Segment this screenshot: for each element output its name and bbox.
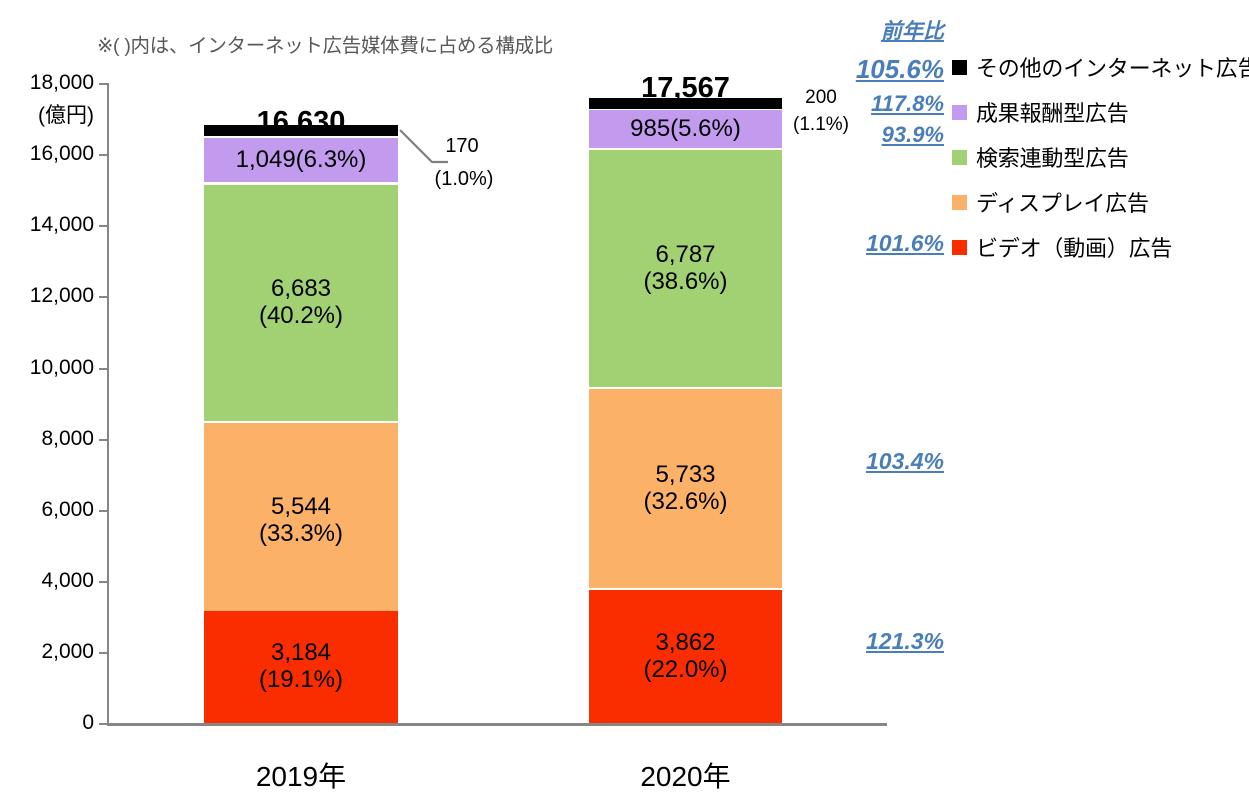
y-tick-label: 16,000 — [29, 142, 94, 165]
segment-share: (32.6%) — [643, 487, 728, 515]
callout-2020-other-value: 200 — [805, 87, 837, 108]
bar-segment-2020-video: 3,862 (22.0%) — [589, 590, 782, 723]
segment-value: 3,184 — [270, 639, 332, 667]
bar-total-2019: 16,630 — [256, 106, 346, 138]
bar-segment-2019-other — [204, 125, 398, 136]
segment-value: 5,733 — [655, 460, 716, 488]
yoy-display: 103.4% — [865, 448, 944, 474]
y-axis-line — [107, 83, 109, 725]
y-tick-label: 10,000 — [29, 356, 94, 379]
y-tick-label: 12,000 — [29, 284, 94, 307]
y-tick-label: 0 — [82, 711, 94, 734]
yoy-total: 105.6% — [855, 54, 944, 84]
legend-item-video[interactable]: ビデオ（動画）広告 — [952, 232, 1249, 262]
y-tick — [99, 439, 108, 441]
y-tick — [99, 296, 108, 298]
legend-label-video: ビデオ（動画）広告 — [976, 236, 1173, 261]
yoy-other: 117.8% — [871, 91, 944, 116]
callout-2020-other-share: (1.1%) — [793, 114, 849, 135]
legend-item-display[interactable]: ディスプレイ広告 — [952, 187, 1249, 217]
yoy-column-header: 前年比 — [881, 20, 944, 43]
legend-item-search[interactable]: 検索連動型広告 — [952, 142, 1249, 172]
y-tick-label: 8,000 — [41, 427, 94, 450]
y-tick — [99, 225, 108, 227]
y-tick — [99, 723, 108, 725]
legend-swatch-video-icon — [952, 239, 967, 255]
y-tick — [99, 510, 108, 512]
callout-leader-line-2019 — [399, 129, 448, 164]
legend-swatch-performance-icon — [952, 104, 967, 120]
y-tick — [99, 652, 108, 654]
legend-item-other[interactable]: その他のインターネット広告 — [952, 52, 1249, 82]
callout-2019-other-share: (1.0%) — [434, 168, 494, 190]
segment-value: 3,862 — [655, 628, 716, 656]
segment-label: 985(5.6%) — [630, 114, 741, 142]
legend-swatch-search-icon — [952, 149, 967, 165]
y-tick-label: 14,000 — [29, 213, 94, 236]
y-tick-label: 6,000 — [41, 498, 94, 521]
legend-label-display: ディスプレイ広告 — [976, 191, 1149, 216]
y-tick-label: 4,000 — [41, 569, 94, 592]
x-axis-label-2020: 2020年 — [640, 761, 731, 792]
legend-swatch-display-icon — [952, 194, 967, 210]
legend-label-search: 検索連動型広告 — [976, 146, 1129, 171]
y-tick-label: 18,000 — [29, 71, 94, 94]
segment-value: 6,683 — [270, 275, 332, 303]
x-axis-line — [107, 723, 887, 726]
bar-segment-2020-display: 5,733 (32.6%) — [589, 389, 782, 588]
yoy-performance: 93.9% — [881, 122, 944, 147]
legend-swatch-other-icon — [952, 59, 967, 75]
segment-share: (22.0%) — [643, 655, 728, 683]
bar-segment-2019-search: 6,683 (40.2%) — [204, 185, 398, 421]
segment-share: (38.6%) — [643, 267, 728, 295]
y-tick-label: 2,000 — [41, 640, 94, 663]
yoy-search: 101.6% — [865, 230, 944, 256]
legend-label-performance: 成果報酬型広告 — [976, 101, 1129, 126]
segment-share: (33.3%) — [258, 520, 344, 547]
y-tick — [99, 154, 108, 156]
segment-label: 1,049(6.3%) — [235, 145, 367, 173]
bar-segment-2020-performance: 985(5.6%) — [589, 110, 782, 148]
x-axis-label-2019: 2019年 — [255, 761, 347, 792]
legend-item-performance[interactable]: 成果報酬型広告 — [952, 97, 1249, 127]
y-axis-unit: (億円) — [38, 104, 94, 127]
callout-2019-other-value: 170 — [445, 135, 479, 157]
y-tick — [99, 368, 108, 370]
bar-segment-2020-search: 6,787 (38.6%) — [589, 150, 782, 387]
bar-segment-2019-video: 3,184 (19.1%) — [204, 611, 398, 723]
yoy-video: 121.3% — [865, 628, 944, 654]
segment-value: 5,544 — [270, 493, 332, 521]
segment-value: 6,787 — [655, 240, 716, 268]
bar-total-2020: 17,567 — [641, 72, 730, 104]
bar-segment-2020-other — [589, 98, 782, 109]
bar-segment-2019-performance: 1,049(6.3%) — [204, 138, 398, 182]
y-tick — [99, 581, 108, 583]
bar-segment-2019-display: 5,544 (33.3%) — [204, 423, 398, 619]
chart-legend: その他のインターネット広告 成果報酬型広告 検索連動型広告 ディスプレイ広告 ビ… — [952, 52, 1249, 262]
chart-note: ※( )内は、インターネット広告媒体費に占める構成比 — [97, 35, 553, 57]
legend-label-other: その他のインターネット広告 — [976, 56, 1249, 81]
y-tick — [99, 83, 108, 85]
segment-share: (19.1%) — [258, 666, 344, 693]
segment-share: (40.2%) — [258, 302, 344, 329]
